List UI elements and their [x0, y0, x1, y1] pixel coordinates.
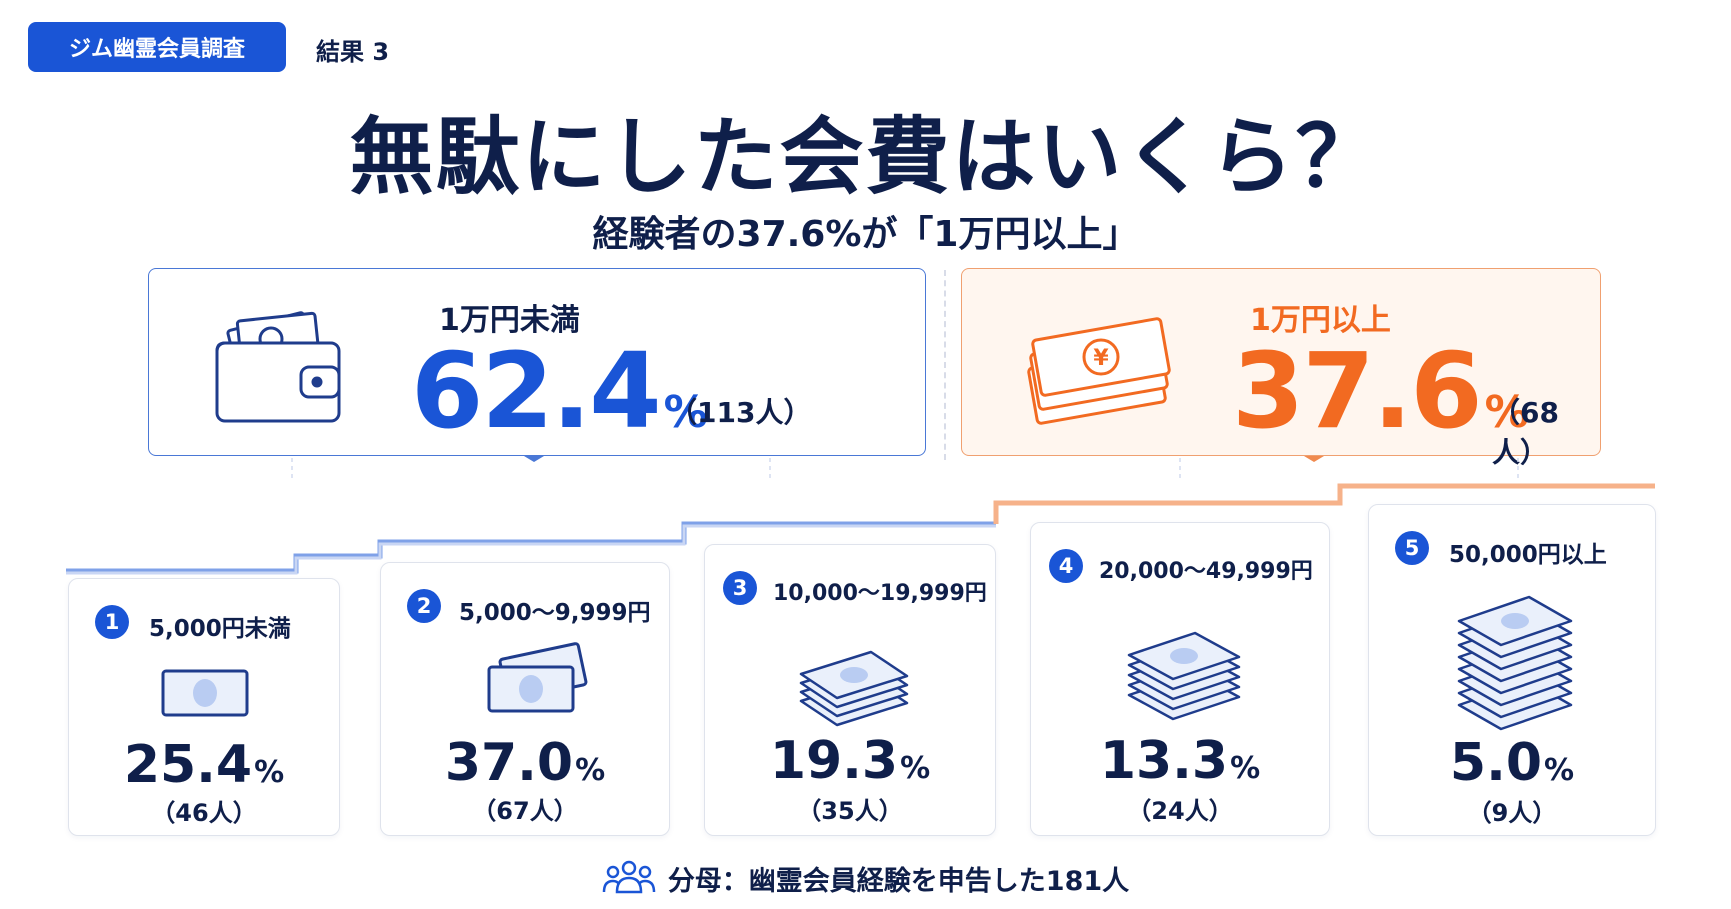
yen-bills-icon: ¥	[1027, 317, 1171, 425]
summary-card-under-10k: 1万円未満 62.4% （113人）	[148, 268, 926, 456]
survey-badge: ジム幽霊会員調査	[28, 22, 286, 72]
summary-count: （68人）	[1492, 396, 1559, 469]
result-label: 結果 3	[316, 38, 390, 66]
category-card-2: 2 5,000〜9,999円 37.0% （67人）	[380, 562, 670, 836]
category-label: 5,000円未満	[149, 616, 291, 642]
page-subtitle: 経験者の37.6%が「1万円以上」	[592, 214, 1139, 255]
bill-stack-small-icon	[799, 650, 909, 727]
category-value: 25.4%	[123, 735, 285, 795]
footer-text: 分母：幽霊会員経験を申告した181人	[667, 865, 1130, 897]
summary-divider	[944, 270, 946, 460]
category-card-4: 4 20,000〜49,999円 13.3% （24人）	[1030, 522, 1330, 836]
category-value: 19.3%	[769, 731, 931, 791]
summary-label: 1万円以上	[1250, 303, 1391, 338]
bill-stack-large-icon	[1457, 595, 1573, 731]
summary-value: 37.6%	[1232, 330, 1529, 452]
footer-note: 分母：幽霊会員経験を申告した181人	[0, 858, 1731, 898]
category-card-3: 3 10,000〜19,999円 19.3% （35人）	[704, 544, 996, 836]
wallet-icon	[215, 311, 341, 423]
category-value: 37.0%	[444, 733, 606, 793]
category-count: （24人）	[1127, 797, 1233, 825]
summary-value: 62.4%	[411, 330, 708, 452]
category-value: 13.3%	[1099, 731, 1261, 791]
bill-stack-medium-icon	[1127, 631, 1241, 721]
summary-label: 1万円未満	[439, 303, 580, 338]
category-label: 20,000〜49,999円	[1099, 559, 1313, 584]
category-number: 1	[95, 605, 129, 639]
category-number: 2	[407, 589, 441, 623]
category-label: 10,000〜19,999円	[773, 581, 987, 606]
category-count: （35人）	[797, 797, 903, 825]
category-card-1: 1 5,000円未満 25.4% （46人）	[68, 578, 340, 836]
two-bills-icon	[487, 642, 588, 713]
single-bill-icon	[161, 669, 249, 717]
category-number: 3	[723, 571, 757, 605]
category-number: 4	[1049, 549, 1083, 583]
category-count: （9人）	[1467, 799, 1557, 827]
category-label: 5,000〜9,999円	[459, 600, 651, 626]
category-count: （46人）	[151, 799, 257, 827]
category-count: （67人）	[472, 797, 578, 825]
summary-count: （113人）	[669, 396, 812, 429]
category-value: 5.0%	[1449, 733, 1575, 793]
svg-text:¥: ¥	[1093, 346, 1109, 371]
people-group-icon	[602, 860, 656, 894]
category-card-5: 5 50,000円以上 5.0% （9人）	[1368, 504, 1656, 836]
category-label: 50,000円以上	[1449, 542, 1607, 568]
summary-card-10k-plus: ¥ 1万円以上 37.6% （68人）	[961, 268, 1601, 469]
page-title: 無駄にした会費はいくら？	[349, 108, 1382, 206]
category-number: 5	[1395, 531, 1429, 565]
